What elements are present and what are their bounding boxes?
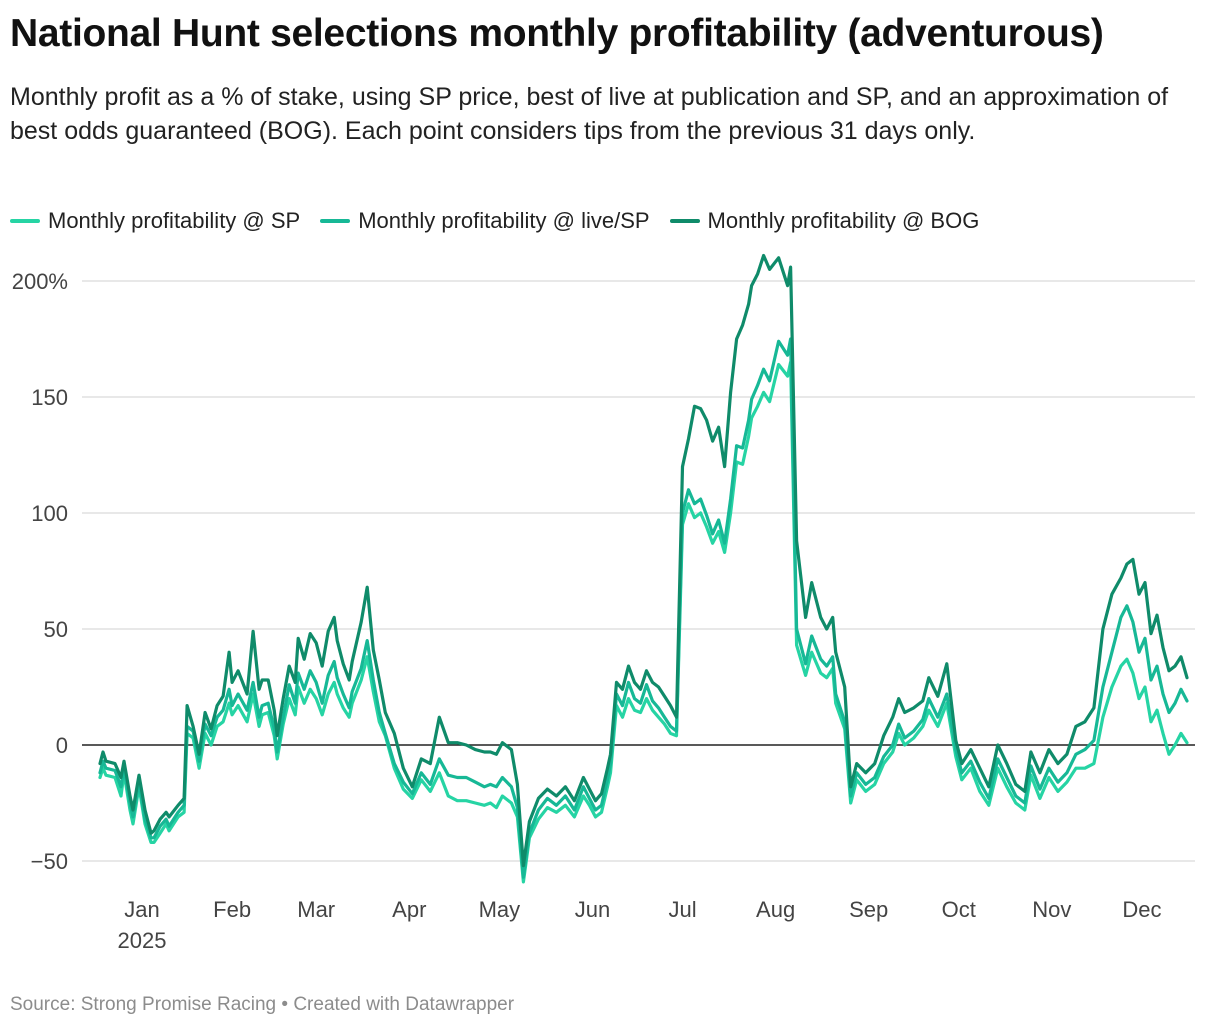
legend-label-sp: Monthly profitability @ SP (48, 208, 301, 233)
x-tick-label: Oct (942, 897, 976, 922)
x-tick-year-label: 2025 (118, 928, 167, 953)
legend-item-live-sp: Monthly profitability @ live/SP (320, 208, 650, 234)
y-tick-label: 0 (56, 733, 68, 758)
gridlines (82, 280, 1195, 862)
legend-swatch-bog (669, 219, 700, 223)
x-tick-label: May (479, 897, 521, 922)
y-tick-label: 200% (12, 269, 68, 294)
legend-swatch-sp (10, 219, 40, 223)
legend-item-sp: Monthly profitability @ SP (10, 208, 300, 234)
x-tick-label: Aug (756, 897, 795, 922)
legend-swatch-live-sp (320, 219, 351, 223)
x-tick-label: Mar (297, 897, 335, 922)
chart-title: National Hunt selections monthly profita… (10, 12, 1104, 55)
x-tick-label: Nov (1032, 897, 1071, 922)
y-tick-label: 50 (44, 617, 68, 642)
y-tick-label: 150 (31, 385, 68, 410)
legend-label-live-sp: Monthly profitability @ live/SP (358, 208, 650, 233)
series-lines (98, 253, 1189, 884)
x-tick-label: Jul (668, 897, 696, 922)
y-tick-label: −50 (31, 849, 68, 874)
series-line-live-sp (98, 337, 1189, 879)
x-axis-tick-labels: Jan 2025 Feb Mar Apr May Jun Jul Aug Sep Oct Nov Dec (118, 897, 1162, 953)
x-tick-label: Apr (392, 897, 426, 922)
chart-subtitle: Monthly profit as a % of stake, using SP… (10, 83, 1169, 145)
x-tick-label: Dec (1122, 897, 1161, 922)
series-line-bog (98, 253, 1189, 868)
legend-label-bog: Monthly profitability @ BOG (707, 208, 980, 233)
legend-item-bog: Monthly profitability @ BOG (669, 208, 980, 234)
x-tick-label: Jan (124, 897, 159, 922)
y-axis-tick-labels: 200% 150 100 50 0 −50 (12, 269, 68, 874)
legend: Monthly profitability @ SP Monthly profi… (10, 205, 999, 237)
source-credit: Source: Strong Promise Racing • Created … (10, 994, 515, 1015)
x-tick-label: Feb (213, 897, 251, 922)
x-tick-label: Sep (849, 897, 888, 922)
y-tick-label: 100 (31, 501, 68, 526)
x-tick-label: Jun (575, 897, 610, 922)
